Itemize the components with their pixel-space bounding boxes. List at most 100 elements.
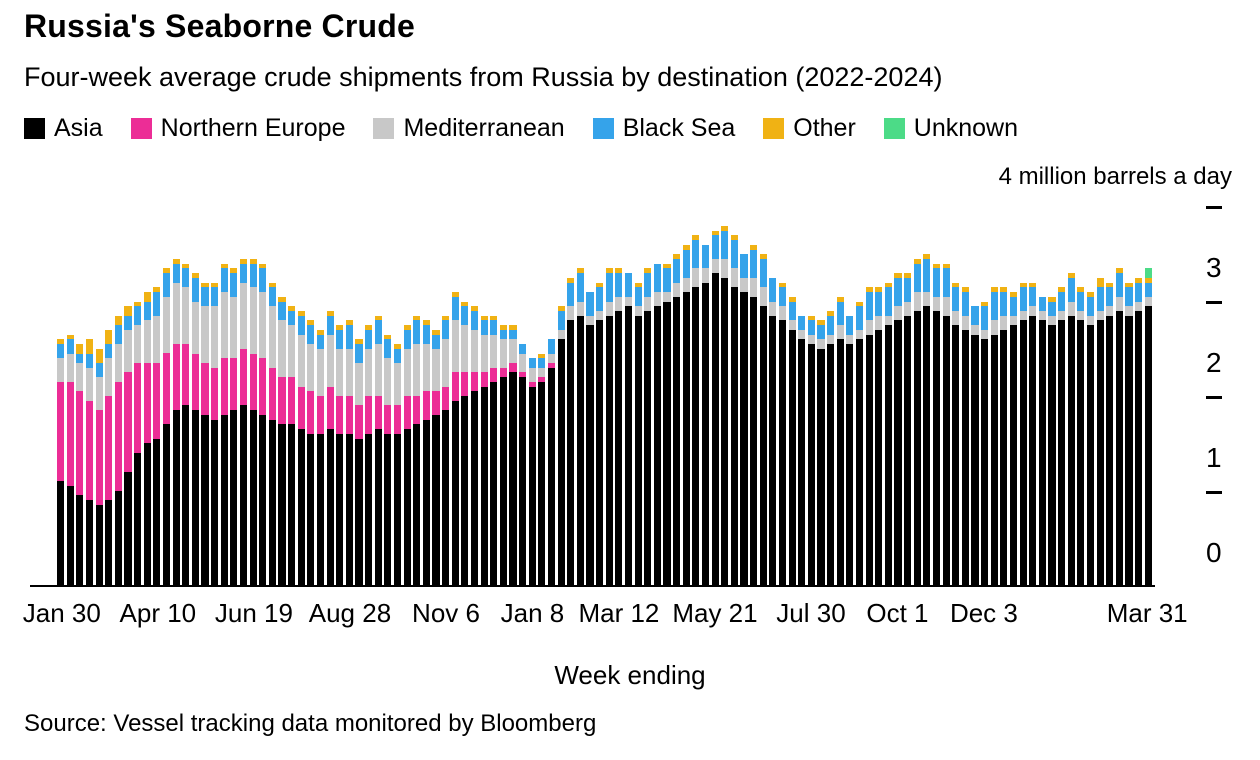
- bar-segment-other: [894, 273, 902, 278]
- x-axis-tick-label-jan-30: Jan 30: [22, 598, 101, 628]
- stacked-bar-week-65: [682, 207, 690, 585]
- bar-segment-black-sea: [875, 292, 883, 316]
- bar-segment-other: [490, 315, 498, 321]
- x-axis-tick-label-jan-8: Jan 8: [500, 598, 565, 628]
- stacked-bar-week-38: [422, 207, 430, 585]
- bar-segment-asia: [490, 381, 498, 585]
- bar-segment-mediterranean: [730, 268, 738, 288]
- bar-segment-black-sea: [326, 315, 334, 335]
- bar-segment-northern-europe: [393, 405, 401, 434]
- bar-segment-asia: [114, 490, 122, 585]
- bar-segment-asia: [750, 296, 758, 585]
- bar-segment-northern-europe: [114, 381, 122, 491]
- bar-segment-asia: [961, 329, 969, 585]
- stacked-bar-week-79: [817, 207, 825, 585]
- bar-segment-asia: [769, 315, 777, 585]
- bar-segment-other: [1058, 287, 1066, 293]
- bar-segment-other: [663, 263, 671, 269]
- bar-segment-mediterranean: [249, 287, 257, 354]
- stacked-bar-week-108: [1096, 207, 1104, 585]
- bar-segment-black-sea: [682, 249, 690, 278]
- stacked-bar-week-34: [384, 207, 392, 585]
- bar-segment-asia: [76, 495, 84, 585]
- bar-segment-northern-europe: [538, 377, 546, 382]
- bar-segment-asia: [499, 377, 507, 585]
- stacked-bar-week-16: [211, 207, 219, 585]
- bar-segment-mediterranean: [1048, 315, 1056, 326]
- bar-segment-northern-europe: [470, 372, 478, 392]
- legend-label-asia: Asia: [54, 114, 103, 142]
- bar-segment-asia: [288, 424, 296, 585]
- bar-segment-northern-europe: [374, 396, 382, 430]
- stacked-bar-week-58: [615, 207, 623, 585]
- bar-segment-mediterranean: [403, 348, 411, 397]
- bar-segment-other: [336, 325, 344, 330]
- bar-segment-black-sea: [961, 292, 969, 316]
- stacked-bar-week-103: [1048, 207, 1056, 585]
- bar-segment-mediterranean: [615, 296, 623, 311]
- bar-segment-mediterranean: [1038, 310, 1046, 321]
- bar-segment-mediterranean: [836, 325, 844, 340]
- stacked-bar-week-107: [1086, 207, 1094, 585]
- bar-segment-black-sea: [576, 273, 584, 302]
- bar-segment-northern-europe: [278, 377, 286, 425]
- stacked-bar-week-71: [740, 207, 748, 585]
- bar-segment-mediterranean: [326, 334, 334, 387]
- bar-segment-mediterranean: [759, 287, 767, 307]
- x-axis-tick-label-jun-19: Jun 19: [214, 598, 293, 628]
- stacked-bar-week-41: [451, 207, 459, 585]
- stacked-bar-week-0: [57, 207, 65, 585]
- bar-segment-mediterranean: [172, 282, 180, 345]
- bar-segment-asia: [538, 381, 546, 585]
- bar-segment-other: [413, 315, 421, 321]
- bar-segment-other: [1048, 296, 1056, 302]
- bar-segment-black-sea: [605, 273, 613, 302]
- bar-segment-black-sea: [1096, 287, 1104, 311]
- bar-segment-black-sea: [143, 301, 151, 321]
- bar-segment-black-sea: [865, 292, 873, 321]
- bar-segment-asia: [124, 471, 132, 585]
- bar-segment-mediterranean: [201, 306, 209, 363]
- stacked-bar-week-82: [846, 207, 854, 585]
- x-axis-tick-labels: Jan 30 Apr 10 Jun 19 Aug 28 Nov 6 Jan 8 Mar 12…: [23, 598, 1188, 632]
- bar-segment-mediterranean: [932, 296, 940, 311]
- bar-segment-northern-europe: [519, 372, 527, 378]
- bar-segment-asia: [413, 424, 421, 585]
- bar-segment-black-sea: [904, 277, 912, 302]
- bar-segment-other: [278, 296, 286, 302]
- bar-segment-mediterranean: [509, 339, 517, 363]
- bar-segment-mediterranean: [191, 301, 199, 354]
- bar-segment-mediterranean: [846, 334, 854, 345]
- bar-segment-asia: [451, 400, 459, 585]
- bar-segment-asia: [403, 429, 411, 585]
- bar-segment-other: [268, 282, 276, 288]
- bar-segment-mediterranean: [499, 339, 507, 368]
- bar-segment-asia: [1038, 320, 1046, 585]
- bar-segment-black-sea: [461, 306, 469, 326]
- legend-item-other: Other: [763, 114, 856, 143]
- bar-segment-mediterranean: [894, 306, 902, 321]
- legend: Asia Northern Europe Mediterranean Black Se…: [24, 114, 1018, 143]
- bar-segment-mediterranean: [124, 329, 132, 373]
- bar-segment-other: [384, 334, 392, 340]
- bar-segment-mediterranean: [538, 367, 546, 378]
- stacked-bar-week-26: [307, 207, 315, 585]
- bar-segment-asia: [547, 367, 555, 585]
- stacked-bar-week-43: [470, 207, 478, 585]
- bar-segment-other: [239, 259, 247, 264]
- bar-segment-black-sea: [750, 249, 758, 278]
- bar-segment-asia: [211, 419, 219, 585]
- stacked-bar-week-44: [480, 207, 488, 585]
- bar-segment-mediterranean: [297, 334, 305, 387]
- bar-segment-mediterranean: [942, 296, 950, 316]
- bar-segment-mediterranean: [1000, 315, 1008, 330]
- stacked-bar-week-68: [711, 207, 719, 585]
- bar-segment-asia: [162, 424, 170, 585]
- stacked-bar-week-36: [403, 207, 411, 585]
- bar-segment-northern-europe: [547, 362, 555, 368]
- bar-segment-asia: [374, 429, 382, 585]
- bar-segment-asia: [153, 438, 161, 585]
- stacked-bar-week-51: [547, 207, 555, 585]
- bar-segment-northern-europe: [345, 396, 353, 434]
- bar-segment-black-sea: [855, 306, 863, 330]
